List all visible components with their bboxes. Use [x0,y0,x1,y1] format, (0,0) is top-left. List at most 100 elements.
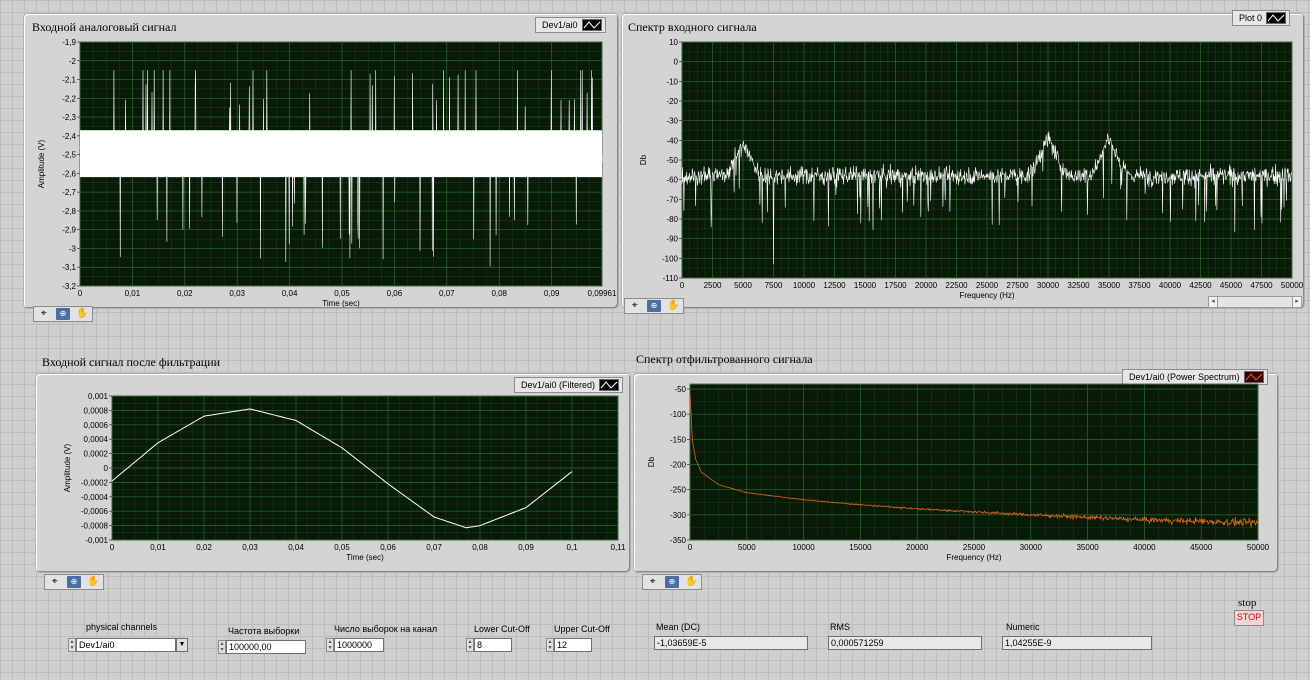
x-tick-label: 35000 [1098,281,1121,290]
legend-label: Dev1/ai0 (Power Spectrum) [1129,372,1240,382]
graph-palette[interactable]: ⌖ ⊕ ✋ [642,574,702,590]
y-tick-label: -50 [674,385,686,394]
input-spectrum-plot[interactable]: 0 2500 5000 7500 10000 12500 15000 17500 20000 22… [622,14,1304,308]
hand-pan-icon[interactable]: ✋ [667,300,680,311]
x-tick-label: 0 [110,543,115,552]
y-tick-label: -0,0006 [81,507,109,516]
y-tick-label: -150 [670,435,687,444]
hand-pan-icon[interactable]: ✋ [76,308,89,319]
x-tick-label: 45000 [1190,543,1213,552]
y-tick-label: -40 [666,136,678,145]
zoom-icon[interactable]: ⊕ [55,308,70,320]
zoom-icon[interactable]: ⊕ [646,300,661,312]
scroll-left-arrow-icon[interactable]: ◂ [1208,296,1218,308]
filtered-spectrum-plot[interactable]: 0 5000 10000 15000 20000 25000 30000 35000 40000… [634,374,1278,572]
x-tick-label: 0,02 [196,543,212,552]
hand-pan-icon[interactable]: ✋ [87,576,100,587]
y-tick-label: -30 [666,117,678,126]
y-tick-label: -0,0008 [81,522,109,531]
plot-legend-swatch-icon[interactable] [1243,371,1264,383]
y-tick-label: -90 [666,235,678,244]
filtered-signal-title: Входной сигнал после фильтрации [42,355,221,369]
graph-palette[interactable]: ⌖ ⊕ ✋ [33,306,93,322]
y-tick-label: -350 [670,536,687,545]
x-axis-label: Time (sec) [322,299,360,308]
y-axis-label: Db [639,154,648,165]
crosshair-icon[interactable]: ⌖ [631,300,638,311]
x-tick-label: 20000 [906,543,929,552]
samples-per-channel-input[interactable]: 1000000 [334,638,384,652]
x-tick-label: 0,09961 [588,289,617,298]
y-tick-label: -2,6 [62,169,76,178]
x-tick-label: 32500 [1067,281,1090,290]
x-tick-label: 5000 [734,281,752,290]
x-tick-label: 10000 [792,543,815,552]
crosshair-icon[interactable]: ⌖ [51,576,58,587]
crosshair-icon[interactable]: ⌖ [40,308,47,319]
y-tick-label: -80 [666,215,678,224]
x-tick-label: 0,07 [439,289,455,298]
plot-legend-swatch-icon[interactable] [1266,12,1287,24]
legend-label: Plot 0 [1239,13,1263,23]
y-tick-label: -110 [663,274,679,283]
x-tick-label: 0,04 [282,289,298,298]
x-tick-label: 0,03 [229,289,245,298]
filtered-signal-plot[interactable]: 0 0,01 0,02 0,03 0,04 0,05 0,06 0,07 0,08 0,09 0,1… [36,374,630,572]
filtered-spectrum-legend[interactable]: Dev1/ai0 (Power Spectrum) [1122,369,1268,385]
spectrum-trace [681,131,1293,265]
x-tick-label: 0,02 [177,289,193,298]
stop-button[interactable]: STOP [1234,610,1264,626]
input-signal-legend[interactable]: Dev1/ai0 [535,17,606,33]
y-tick-label: -2,4 [62,132,76,141]
x-tick-label: 40000 [1133,543,1156,552]
spin-arrows-icon[interactable]: ▴ ▾ [546,638,554,652]
signal-dense-band [80,130,602,178]
stop-label: stop [1238,597,1257,609]
y-tick-label: 0,0008 [84,406,109,415]
filtered-signal-legend[interactable]: Dev1/ai0 (Filtered) [514,377,624,393]
lower-cutoff-input[interactable]: 8 [474,638,512,652]
dropdown-arrow-icon[interactable]: ▼ [176,638,188,652]
scroll-right-arrow-icon[interactable]: ▸ [1292,296,1302,308]
legend-label: Dev1/ai0 (Filtered) [521,380,596,390]
y-tick-label: -2,5 [62,151,76,160]
input-signal-title: Входной аналоговый сигнал [32,20,177,34]
y-tick-label: -2,2 [62,94,76,103]
power-spectrum-trace [689,394,1259,528]
crosshair-icon[interactable]: ⌖ [649,576,656,587]
y-tick-label: 10 [669,38,678,47]
y-tick-label: -0,001 [85,536,108,545]
sample-rate-input[interactable]: 100000,00 [226,640,306,654]
zoom-icon[interactable]: ⊕ [66,576,81,588]
x-tick-label: 15000 [854,281,877,290]
spin-arrows-icon[interactable]: ▴ ▾ [466,638,474,652]
plot-legend-swatch-icon[interactable] [599,379,620,391]
y-tick-label: 0 [674,58,679,67]
y-tick-label: -10 [666,77,678,86]
y-tick-label: 0 [104,464,109,473]
hand-pan-icon[interactable]: ✋ [685,576,698,587]
input-spectrum-title: Спектр входного сигнала [628,20,757,34]
mean-dc-indicator: -1,03659E-5 [654,636,808,650]
y-tick-label: -250 [670,486,687,495]
plot-legend-swatch-icon[interactable] [581,19,602,31]
x-tick-label: 10000 [793,281,816,290]
horizontal-scrollbar[interactable] [1208,296,1302,308]
physical-channels-label: physical channels [86,622,158,632]
y-tick-label: -2 [69,57,77,66]
x-tick-label: 0 [680,281,685,290]
spin-arrows-icon[interactable]: ▴ ▾ [326,638,334,652]
x-tick-label: 25000 [976,281,999,290]
graph-palette[interactable]: ⌖ ⊕ ✋ [44,574,104,590]
upper-cutoff-input[interactable]: 12 [554,638,592,652]
x-tick-label: 0,04 [288,543,304,552]
x-tick-label: 15000 [849,543,872,552]
spin-arrows-icon[interactable]: ▴ ▾ [218,640,226,654]
x-tick-label: 0,06 [380,543,396,552]
physical-channels-select[interactable]: Dev1/ai0 [76,638,176,652]
spin-arrows-icon[interactable]: ▴ ▾ [68,638,76,652]
input-spectrum-legend[interactable]: Plot 0 [1232,10,1291,26]
zoom-icon[interactable]: ⊕ [664,576,679,588]
input-signal-plot[interactable]: 0 0,01 0,02 0,03 0,04 0,05 0,06 0,07 0,08 0,09 0,0… [24,14,618,308]
graph-palette[interactable]: ⌖ ⊕ ✋ [624,298,684,314]
